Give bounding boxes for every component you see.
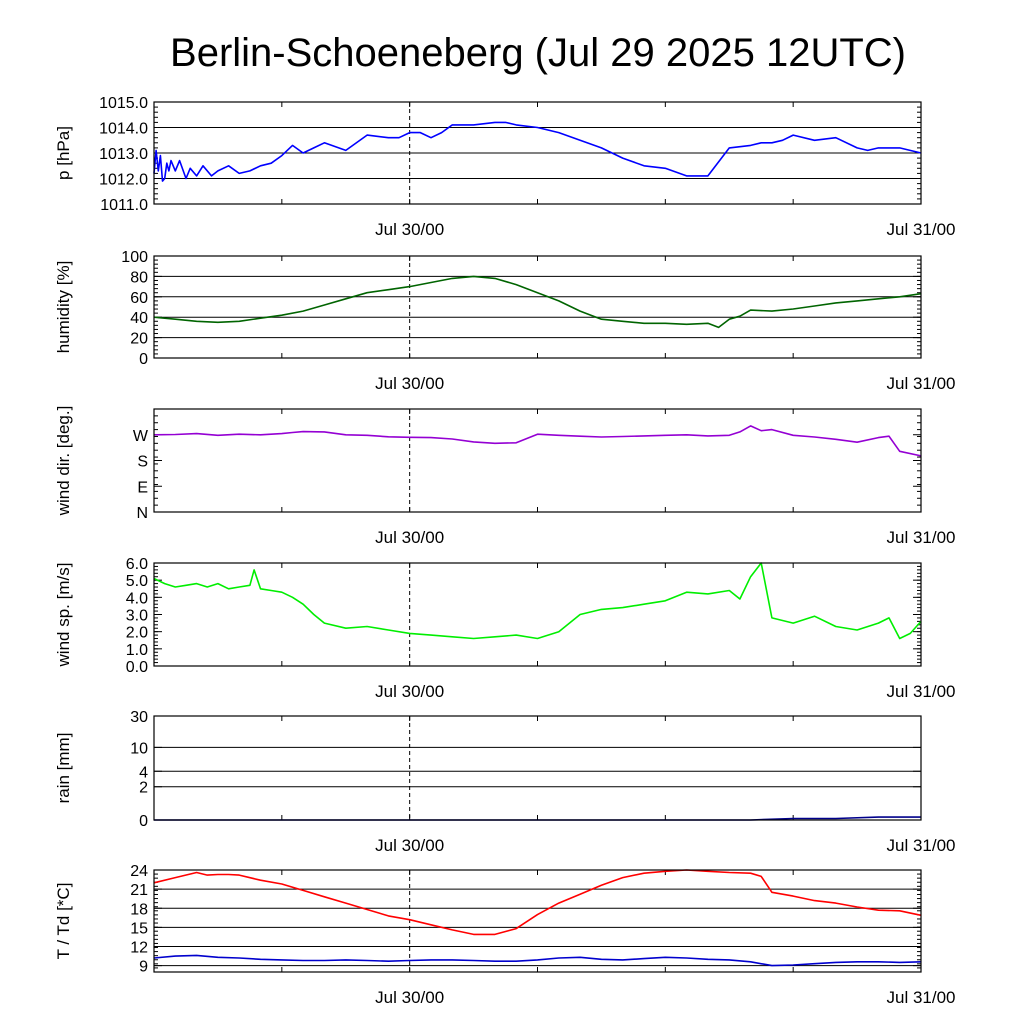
y-tick-label: 1014.0: [99, 121, 148, 138]
y-tick-label: 15: [130, 920, 148, 937]
y-tick-label: 30: [130, 709, 148, 726]
x-tick-label: Jul 30/00: [375, 220, 444, 239]
y-tick-label: 20: [130, 331, 148, 348]
panel-temperature: 9 12 15 18 21 24 Jul 30/00 Jul 31/00 T / Td [*C]: [54, 863, 956, 1007]
y-tick-label: 3.0: [126, 608, 148, 625]
plot-frame: [153, 101, 922, 205]
series-line-temperature-0: [153, 869, 922, 936]
y-tick-label: 9: [139, 959, 148, 976]
y-tick-label: 100: [121, 249, 148, 266]
y-tick-label: W: [133, 428, 149, 445]
series-line-wind_speed-0: [153, 562, 922, 640]
x-tick-label: Jul 31/00: [887, 988, 956, 1007]
chart-title: Berlin-Schoeneberg (Jul 29 2025 12UTC): [170, 31, 906, 75]
y-tick-label: 1011.0: [100, 197, 148, 214]
y-axis-label: p [hPa]: [54, 126, 73, 180]
plot-frame: [153, 869, 922, 973]
series-line-pressure-0: [153, 121, 922, 182]
y-tick-label: N: [136, 505, 148, 522]
y-axis-label: wind dir. [deg.]: [54, 406, 73, 517]
panels-container: 1011.0 1012.0 1013.0 1014.0 1015.0 Jul 30/00 J…: [54, 95, 956, 1007]
y-tick-label: 1012.0: [99, 172, 148, 189]
series-line-temperature-1: [153, 954, 922, 967]
x-tick-label: Jul 30/00: [375, 528, 444, 547]
y-tick-label: 1013.0: [99, 146, 148, 163]
y-tick-label: 0: [139, 813, 148, 830]
y-tick-label: 1.0: [126, 642, 148, 659]
panel-pressure: 1011.0 1012.0 1013.0 1014.0 1015.0 Jul 30/00 J…: [54, 95, 956, 239]
x-tick-label: Jul 31/00: [887, 682, 956, 701]
y-tick-label: 40: [130, 310, 148, 327]
y-tick-label: E: [137, 479, 148, 496]
y-tick-label: 18: [130, 901, 148, 918]
y-axis-label: wind sp. [m/s]: [54, 563, 73, 668]
x-tick-label: Jul 30/00: [375, 374, 444, 393]
y-tick-label: 5.0: [126, 573, 148, 590]
plot-frame: [153, 255, 922, 359]
y-axis-label: rain [mm]: [54, 733, 73, 804]
x-tick-label: Jul 30/00: [375, 682, 444, 701]
y-axis-label: T / Td [*C]: [54, 883, 73, 960]
x-tick-label: Jul 31/00: [887, 220, 956, 239]
y-tick-label: 2: [139, 780, 148, 797]
y-tick-label: 60: [130, 290, 148, 307]
y-tick-label: 21: [130, 882, 148, 899]
x-tick-label: Jul 31/00: [887, 528, 956, 547]
plot-frame: [153, 562, 922, 667]
y-tick-label: 10: [130, 740, 148, 757]
y-tick-label: 0.0: [126, 659, 148, 676]
panel-humidity: 0 20 40 60 80 100 Jul 30/00 Jul 31/00 humidity […: [54, 249, 956, 393]
y-tick-label: 80: [130, 269, 148, 286]
y-tick-label: 0: [139, 351, 148, 368]
x-tick-label: Jul 31/00: [887, 836, 956, 855]
y-tick-label: 12: [130, 940, 148, 957]
y-tick-label: 2.0: [126, 625, 148, 642]
y-tick-label: 6.0: [126, 556, 148, 573]
panel-wind_speed: 0.01.02.03.04.05.06.0 Jul 30/00 Jul 31/00 w…: [54, 556, 956, 701]
y-tick-label: 24: [130, 863, 148, 880]
y-tick-label: 4: [139, 764, 148, 781]
x-tick-label: Jul 31/00: [887, 374, 956, 393]
panel-rain: 0 24 10 30 Jul 30/00 Jul 31/00 rain [mm]: [54, 709, 956, 855]
plot-frame: [153, 408, 922, 513]
y-axis-label: humidity [%]: [54, 261, 73, 354]
x-tick-label: Jul 30/00: [375, 988, 444, 1007]
x-tick-label: Jul 30/00: [375, 836, 444, 855]
y-tick-label: S: [137, 454, 148, 471]
plot-frame: [153, 715, 922, 821]
y-tick-label: 4.0: [126, 590, 148, 607]
y-tick-label: 1015.0: [99, 95, 148, 112]
series-line-humidity-0: [153, 275, 922, 329]
series-line-wind_direction-0: [153, 425, 922, 457]
